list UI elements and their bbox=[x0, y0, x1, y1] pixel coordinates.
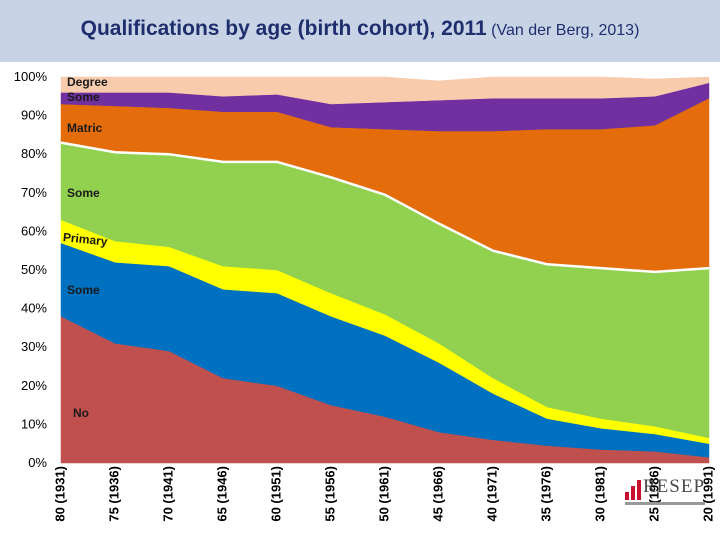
annotation-label: Primary bbox=[62, 230, 108, 249]
chart-title-source: (Van der Berg, 2013) bbox=[491, 22, 640, 39]
y-tick-label: 0% bbox=[28, 455, 47, 470]
logo-bars-icon bbox=[625, 478, 643, 500]
resep-logo: RESEP bbox=[625, 476, 715, 526]
logo-text: RESEP bbox=[643, 476, 706, 497]
y-tick-label: 100% bbox=[14, 69, 48, 84]
chart-title: Qualifications by age (birth cohort), 20… bbox=[0, 17, 720, 41]
area-degree bbox=[60, 76, 710, 105]
title-band bbox=[0, 0, 720, 62]
y-tick-label: 70% bbox=[21, 185, 47, 200]
x-tick-label: 70 (1941) bbox=[160, 466, 175, 522]
y-tick-label: 80% bbox=[21, 146, 47, 161]
y-axis: 0% 10% 20% 30% 40% 50% 60% 70% 80% 90% 100% bbox=[14, 69, 48, 470]
x-tick-label: 80 (1931) bbox=[52, 466, 67, 522]
area-series-group bbox=[60, 76, 710, 464]
y-tick-label: 60% bbox=[21, 223, 47, 238]
y-tick-label: 10% bbox=[21, 416, 47, 431]
x-tick-label: 60 (1951) bbox=[268, 466, 283, 522]
annotation-label: Degree bbox=[67, 75, 108, 89]
x-tick-label: 40 (1971) bbox=[484, 466, 499, 522]
y-tick-label: 90% bbox=[21, 108, 47, 123]
annotation-label: Matric bbox=[67, 121, 103, 135]
x-tick-label: 20 (1991) bbox=[700, 466, 715, 522]
annotation-label: Some bbox=[67, 186, 100, 200]
x-tick-label: 25 (1986) bbox=[646, 466, 661, 522]
annotation-label: No bbox=[73, 406, 89, 420]
x-tick-label: 65 (1946) bbox=[214, 466, 229, 522]
y-tick-label: 30% bbox=[21, 339, 47, 354]
y-tick-label: 50% bbox=[21, 262, 47, 277]
y-tick-label: 20% bbox=[21, 378, 47, 393]
chart-title-main: Qualifications by age (birth cohort), 20… bbox=[80, 17, 487, 40]
x-tick-label: 45 (1966) bbox=[430, 466, 445, 522]
y-tick-label: 40% bbox=[21, 301, 47, 316]
x-tick-label: 75 (1936) bbox=[106, 466, 121, 522]
annotation-label: Some bbox=[67, 90, 100, 104]
x-tick-label: 50 (1961) bbox=[376, 466, 391, 522]
boundary-line bbox=[60, 141, 710, 274]
logo-underline bbox=[625, 502, 705, 505]
x-tick-label: 55 (1956) bbox=[322, 466, 337, 522]
x-axis: 80 (1931) 75 (1936) 70 (1941) 65 (1946) 60 (… bbox=[52, 466, 715, 522]
annotation-label: Some bbox=[67, 283, 100, 297]
x-tick-label: 30 (1981) bbox=[592, 466, 607, 522]
x-tick-label: 35 (1976) bbox=[538, 466, 553, 522]
